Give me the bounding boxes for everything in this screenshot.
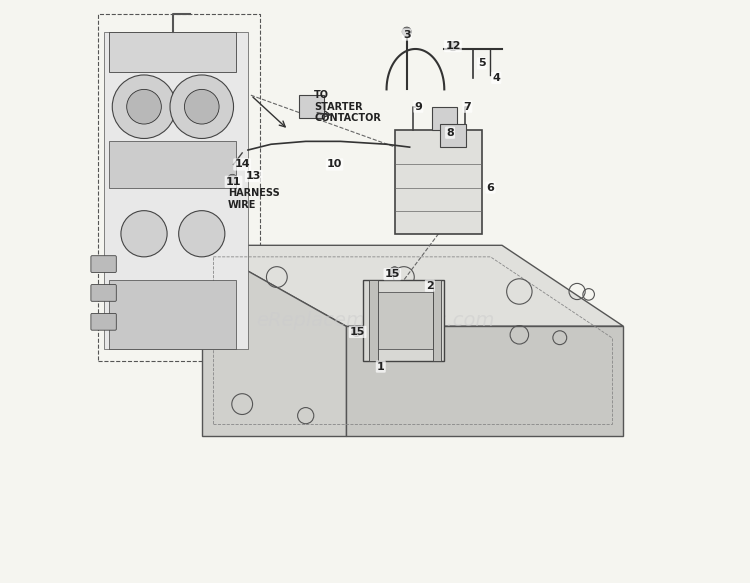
Text: 14: 14 bbox=[235, 160, 250, 170]
FancyBboxPatch shape bbox=[298, 95, 324, 118]
Text: 13: 13 bbox=[246, 171, 262, 181]
Circle shape bbox=[184, 89, 219, 124]
Text: 4: 4 bbox=[492, 73, 500, 83]
Text: 6: 6 bbox=[487, 182, 494, 192]
Circle shape bbox=[112, 75, 176, 139]
Polygon shape bbox=[110, 280, 236, 349]
Text: 7: 7 bbox=[464, 101, 471, 112]
Polygon shape bbox=[375, 292, 433, 349]
Circle shape bbox=[127, 89, 161, 124]
Polygon shape bbox=[110, 31, 236, 72]
FancyBboxPatch shape bbox=[91, 314, 116, 330]
Text: 8: 8 bbox=[446, 128, 454, 138]
Polygon shape bbox=[202, 245, 346, 436]
Polygon shape bbox=[369, 280, 378, 361]
Polygon shape bbox=[110, 141, 236, 188]
Circle shape bbox=[121, 210, 167, 257]
Text: 15: 15 bbox=[385, 269, 400, 279]
Circle shape bbox=[448, 41, 458, 51]
Polygon shape bbox=[104, 31, 248, 349]
Circle shape bbox=[402, 27, 412, 36]
Text: 9: 9 bbox=[414, 101, 422, 112]
FancyBboxPatch shape bbox=[395, 130, 482, 234]
Circle shape bbox=[228, 174, 237, 184]
FancyBboxPatch shape bbox=[431, 107, 457, 130]
Text: 15: 15 bbox=[350, 327, 365, 337]
Polygon shape bbox=[364, 280, 444, 361]
FancyBboxPatch shape bbox=[91, 285, 116, 301]
Circle shape bbox=[178, 210, 225, 257]
Text: 5: 5 bbox=[478, 58, 486, 68]
Polygon shape bbox=[202, 245, 623, 326]
Text: TO
STARTER
CONTACTOR: TO STARTER CONTACTOR bbox=[314, 90, 381, 124]
Polygon shape bbox=[346, 326, 623, 436]
Circle shape bbox=[390, 266, 399, 276]
FancyBboxPatch shape bbox=[91, 256, 116, 272]
Text: 12: 12 bbox=[446, 41, 460, 51]
FancyBboxPatch shape bbox=[440, 124, 466, 147]
Text: 1: 1 bbox=[377, 361, 385, 371]
Text: 2: 2 bbox=[426, 281, 433, 291]
Circle shape bbox=[352, 327, 362, 336]
Text: 3: 3 bbox=[403, 30, 410, 40]
Text: HARNESS
WIRE: HARNESS WIRE bbox=[228, 188, 280, 210]
Text: eReplacementParts.com: eReplacementParts.com bbox=[256, 311, 494, 330]
Text: 10: 10 bbox=[327, 160, 342, 170]
Text: 11: 11 bbox=[226, 177, 242, 187]
Polygon shape bbox=[433, 280, 442, 361]
Circle shape bbox=[170, 75, 233, 139]
